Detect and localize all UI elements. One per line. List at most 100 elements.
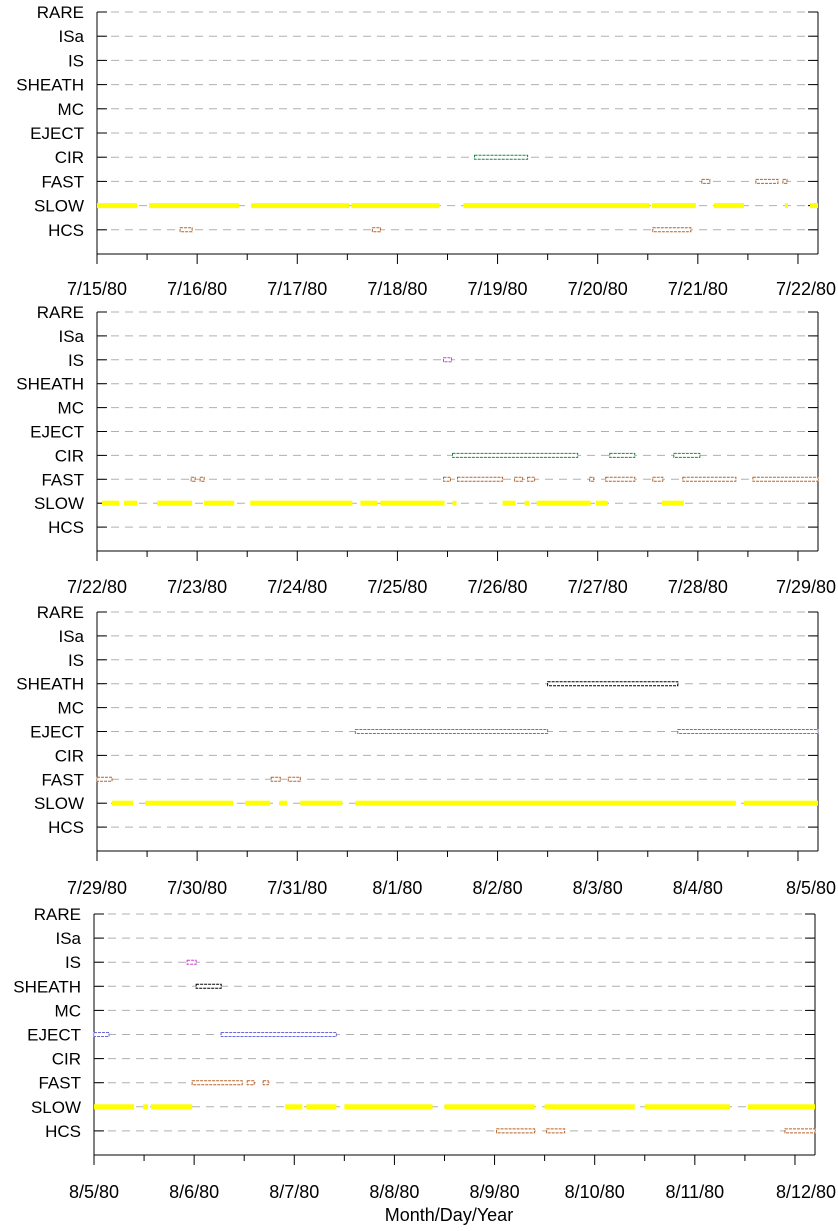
y-tick-label: IS <box>68 651 84 670</box>
x-tick-label: 8/8/80 <box>369 1182 419 1202</box>
x-tick-label: 8/12/80 <box>776 1182 836 1202</box>
y-tick-label: RARE <box>37 603 84 622</box>
interval-fast <box>682 476 737 482</box>
y-tick-label: HCS <box>48 221 84 240</box>
y-tick-label: CIR <box>55 446 84 465</box>
interval-slow <box>251 203 350 209</box>
y-tick-label: ISa <box>58 27 84 46</box>
y-tick-label: RARE <box>37 3 84 22</box>
x-tick-label: 7/15/80 <box>67 279 127 299</box>
y-tick-label: IS <box>65 953 81 972</box>
y-tick-label: SHEATH <box>13 977 81 996</box>
y-tick-label: HCS <box>45 1122 81 1141</box>
x-tick-label: 7/20/80 <box>568 279 628 299</box>
y-tick-label: CIR <box>55 746 84 765</box>
x-axis-title: Month/Day/Year <box>385 1205 513 1225</box>
y-tick-label: SHEATH <box>16 675 84 694</box>
interval-fast <box>514 476 524 482</box>
interval-slow <box>306 1104 337 1110</box>
interval-slow <box>463 203 650 209</box>
interval-eject <box>677 729 819 734</box>
x-tick-label: 8/7/80 <box>269 1182 319 1202</box>
interval-fast <box>262 1080 269 1086</box>
x-tick-label: 8/3/80 <box>573 878 623 898</box>
y-tick-label: SLOW <box>34 197 84 216</box>
interval-hcs <box>784 1128 816 1134</box>
interval-slow <box>351 203 440 209</box>
interval-fast <box>527 476 536 482</box>
x-tick-label: 7/27/80 <box>568 577 628 597</box>
interval-slow <box>250 500 353 506</box>
y-tick-label: ISa <box>58 627 84 646</box>
interval-fast <box>701 178 711 184</box>
interval-slow <box>157 500 193 506</box>
x-tick-label: 7/21/80 <box>668 279 728 299</box>
x-tick-label: 7/26/80 <box>468 577 528 597</box>
x-tick-label: 7/29/80 <box>776 577 836 597</box>
interval-fast <box>589 476 595 482</box>
interval-slow <box>145 800 234 806</box>
interval-slow <box>102 500 120 506</box>
y-tick-label: RARE <box>37 303 84 322</box>
interval-slow <box>747 1104 815 1110</box>
x-tick-label: 8/5/80 <box>786 878 836 898</box>
interval-slow <box>644 1104 730 1110</box>
y-tick-label: SLOW <box>34 794 84 813</box>
y-tick-label: FAST <box>41 470 84 489</box>
interval-slow <box>344 1104 433 1110</box>
y-tick-label: EJECT <box>27 1026 81 1045</box>
x-tick-label: 7/23/80 <box>167 577 227 597</box>
y-tick-label: FAST <box>41 172 84 191</box>
interval-fast <box>457 476 504 482</box>
panel-3: RARE ISa IS SHEATH MC EJECT CIR FAST SLOW HCS 7/29… <box>16 603 836 898</box>
interval-slow <box>661 500 684 506</box>
interval-slow <box>809 203 818 209</box>
interval-fast <box>752 476 819 482</box>
interval-slow <box>97 203 138 209</box>
panel-4: RARE ISa IS SHEATH MC EJECT CIR FAST SLOW HCS 8/5/… <box>13 905 836 1202</box>
y-tick-label: MC <box>55 1001 81 1020</box>
interval-hcs <box>371 227 381 233</box>
interval-slow <box>285 1104 303 1110</box>
interval-fast <box>782 178 788 184</box>
y-tick-label: MC <box>58 399 84 418</box>
interval-eject <box>354 729 549 734</box>
interval-slow <box>360 500 378 506</box>
interval-slow <box>112 800 134 806</box>
x-tick-label: 8/6/80 <box>169 1182 219 1202</box>
interval-slow <box>124 500 138 506</box>
interval-hcs <box>652 227 692 233</box>
interval-fast <box>442 476 451 482</box>
interval-slow <box>380 500 445 506</box>
x-tick-label: 7/30/80 <box>167 878 227 898</box>
interval-slow <box>355 800 736 806</box>
x-tick-label: 7/18/80 <box>367 279 427 299</box>
x-tick-label: 7/24/80 <box>267 577 327 597</box>
y-tick-label: IS <box>68 351 84 370</box>
interval-sheath <box>195 983 222 989</box>
interval-slow <box>245 800 271 806</box>
y-tick-label: FAST <box>38 1074 81 1093</box>
interval-slow <box>713 203 744 209</box>
interval-slow <box>452 500 457 506</box>
x-tick-label: 7/19/80 <box>468 279 528 299</box>
y-tick-label: ISa <box>55 929 81 948</box>
x-tick-label: 8/5/80 <box>69 1182 119 1202</box>
interval-slow <box>536 500 591 506</box>
interval-cir <box>609 452 636 458</box>
x-tick-label: 7/31/80 <box>267 878 327 898</box>
y-tick-label: RARE <box>34 905 81 924</box>
y-tick-label: EJECT <box>30 124 84 143</box>
y-tick-label: HCS <box>48 818 84 837</box>
interval-slow <box>444 1104 535 1110</box>
y-tick-label: EJECT <box>30 423 84 442</box>
interval-slow <box>204 500 235 506</box>
x-tick-label: 7/17/80 <box>267 279 327 299</box>
y-tick-label: CIR <box>52 1050 81 1069</box>
interval-hcs <box>179 227 193 233</box>
interval-cir <box>673 452 701 458</box>
interval-eject <box>220 1032 337 1037</box>
interval-slow <box>502 500 516 506</box>
